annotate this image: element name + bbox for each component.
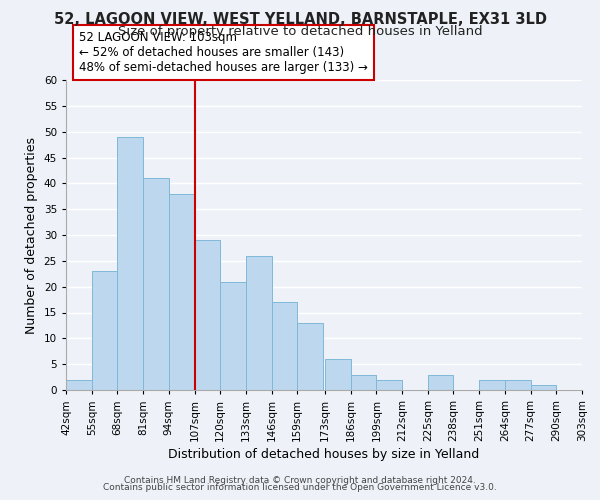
Bar bbox=[505, 380, 530, 390]
Bar bbox=[66, 380, 92, 390]
Bar bbox=[479, 380, 505, 390]
Bar bbox=[325, 359, 350, 390]
Bar bbox=[92, 271, 118, 390]
X-axis label: Distribution of detached houses by size in Yelland: Distribution of detached houses by size … bbox=[169, 448, 479, 461]
Bar bbox=[376, 380, 402, 390]
Y-axis label: Number of detached properties: Number of detached properties bbox=[25, 136, 38, 334]
Text: 52 LAGOON VIEW: 103sqm
← 52% of detached houses are smaller (143)
48% of semi-de: 52 LAGOON VIEW: 103sqm ← 52% of detached… bbox=[79, 31, 368, 74]
Bar bbox=[143, 178, 169, 390]
Bar bbox=[246, 256, 272, 390]
Bar bbox=[118, 137, 143, 390]
Bar bbox=[169, 194, 194, 390]
Text: Size of property relative to detached houses in Yelland: Size of property relative to detached ho… bbox=[118, 25, 482, 38]
Bar bbox=[428, 374, 454, 390]
Text: Contains public sector information licensed under the Open Government Licence v3: Contains public sector information licen… bbox=[103, 484, 497, 492]
Bar bbox=[350, 374, 376, 390]
Bar bbox=[530, 385, 556, 390]
Text: 52, LAGOON VIEW, WEST YELLAND, BARNSTAPLE, EX31 3LD: 52, LAGOON VIEW, WEST YELLAND, BARNSTAPL… bbox=[53, 12, 547, 28]
Text: Contains HM Land Registry data © Crown copyright and database right 2024.: Contains HM Land Registry data © Crown c… bbox=[124, 476, 476, 485]
Bar bbox=[194, 240, 220, 390]
Bar bbox=[298, 323, 323, 390]
Bar bbox=[272, 302, 298, 390]
Bar bbox=[220, 282, 246, 390]
